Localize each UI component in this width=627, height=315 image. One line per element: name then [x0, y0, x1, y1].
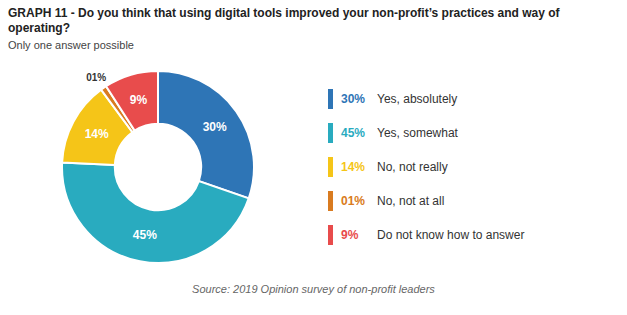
svg-text:01%: 01%: [86, 72, 106, 83]
html-text:9%: 9%: [341, 228, 359, 242]
html-text:GRAPH 11 - Do you think that u: GRAPH 11 - Do you think that using digit…: [8, 6, 560, 35]
html-text:Yes, somewhat: Yes, somewhat: [377, 126, 458, 140]
html-text:Yes, absolutely: Yes, absolutely: [377, 92, 458, 106]
html-text:01%: 01%: [341, 194, 365, 208]
html-text:Only one answer possible: Only one answer possible: [8, 39, 134, 51]
html-text:No, not really: No, not really: [377, 160, 448, 174]
html-text:30%: 30%: [341, 92, 365, 106]
html-text:No, not at all: No, not at all: [377, 194, 445, 208]
html-text:Do not know how to answer: Do not know how to answer: [377, 228, 525, 242]
svg-text:45%: 45%: [133, 228, 157, 242]
svg-text:14%: 14%: [85, 127, 109, 141]
html-text:Source: 2019 Opinion survey of: Source: 2019 Opinion survey of non-profi…: [192, 283, 435, 295]
svg-text:30%: 30%: [203, 120, 227, 134]
svg-text:9%: 9%: [130, 93, 148, 107]
html-text:14%: 14%: [341, 160, 365, 174]
html-text:45%: 45%: [341, 126, 365, 140]
